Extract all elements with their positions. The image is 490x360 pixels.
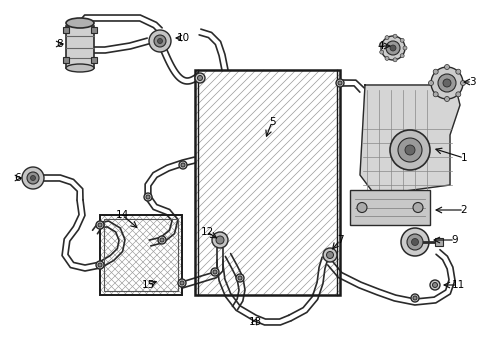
Circle shape [144, 193, 152, 201]
Bar [100, 215, 182, 295]
Circle shape [433, 92, 438, 97]
Text: 15: 15 [142, 280, 155, 290]
Text: 2: 2 [461, 205, 467, 215]
Circle shape [380, 50, 384, 54]
Circle shape [179, 161, 187, 169]
Circle shape [357, 202, 367, 212]
Circle shape [158, 236, 166, 244]
Bar [195, 70, 340, 295]
Text: 4: 4 [378, 41, 384, 51]
Circle shape [160, 238, 164, 242]
Circle shape [336, 79, 344, 87]
Text: 14: 14 [115, 210, 129, 220]
Circle shape [154, 35, 166, 47]
Circle shape [403, 46, 407, 50]
Circle shape [323, 248, 337, 262]
Ellipse shape [66, 18, 94, 28]
Text: 10: 10 [176, 33, 190, 43]
Circle shape [27, 172, 39, 184]
Circle shape [456, 69, 461, 74]
Circle shape [390, 45, 396, 51]
Circle shape [213, 270, 217, 274]
Circle shape [216, 236, 224, 244]
Bar [104, 219, 178, 291]
Circle shape [401, 228, 429, 256]
Text: 13: 13 [248, 317, 262, 327]
Text: 12: 12 [200, 227, 214, 237]
Circle shape [430, 280, 440, 290]
Circle shape [444, 96, 449, 102]
Circle shape [326, 252, 334, 258]
Circle shape [380, 42, 384, 46]
Bar [63, 27, 69, 33]
Circle shape [212, 232, 228, 248]
Text: 5: 5 [269, 117, 275, 127]
Text: 6: 6 [15, 173, 21, 183]
Circle shape [390, 130, 430, 170]
Circle shape [180, 281, 184, 285]
Text: 3: 3 [469, 77, 475, 87]
Circle shape [443, 79, 451, 87]
Circle shape [438, 74, 456, 92]
Circle shape [181, 163, 185, 167]
Circle shape [238, 276, 242, 280]
Circle shape [195, 73, 205, 83]
Circle shape [381, 36, 405, 60]
Circle shape [412, 239, 418, 246]
Circle shape [428, 81, 434, 86]
Circle shape [393, 58, 397, 62]
Circle shape [211, 268, 219, 276]
Circle shape [157, 39, 163, 44]
Circle shape [22, 167, 44, 189]
Circle shape [96, 221, 104, 229]
Circle shape [30, 176, 35, 180]
Bar [435, 238, 443, 246]
Polygon shape [360, 85, 460, 195]
Circle shape [413, 202, 423, 212]
Circle shape [236, 274, 244, 282]
Circle shape [386, 41, 400, 55]
Circle shape [338, 81, 342, 85]
Circle shape [146, 195, 150, 199]
Circle shape [96, 261, 104, 269]
Circle shape [433, 69, 438, 74]
Circle shape [461, 81, 465, 86]
Bar [350, 190, 430, 225]
Circle shape [398, 138, 422, 162]
Bar [66, 26, 94, 68]
Circle shape [400, 38, 404, 42]
Circle shape [413, 296, 417, 300]
Circle shape [98, 263, 102, 267]
Text: 8: 8 [57, 39, 63, 49]
Circle shape [411, 294, 419, 302]
Circle shape [444, 64, 449, 69]
Text: 11: 11 [451, 280, 465, 290]
Circle shape [456, 92, 461, 97]
Circle shape [197, 76, 202, 81]
Circle shape [385, 57, 389, 60]
Text: 9: 9 [452, 235, 458, 245]
Bar [91, 27, 97, 33]
Bar [63, 57, 69, 63]
Ellipse shape [66, 64, 94, 72]
Circle shape [405, 145, 415, 155]
Circle shape [98, 223, 102, 227]
Circle shape [149, 30, 171, 52]
Circle shape [393, 34, 397, 38]
Circle shape [400, 54, 404, 58]
Text: 1: 1 [461, 153, 467, 163]
Text: 7: 7 [337, 235, 343, 245]
Circle shape [178, 279, 186, 287]
Circle shape [431, 67, 463, 99]
Circle shape [407, 234, 423, 250]
Circle shape [385, 36, 389, 40]
Bar [91, 57, 97, 63]
Circle shape [433, 283, 438, 288]
